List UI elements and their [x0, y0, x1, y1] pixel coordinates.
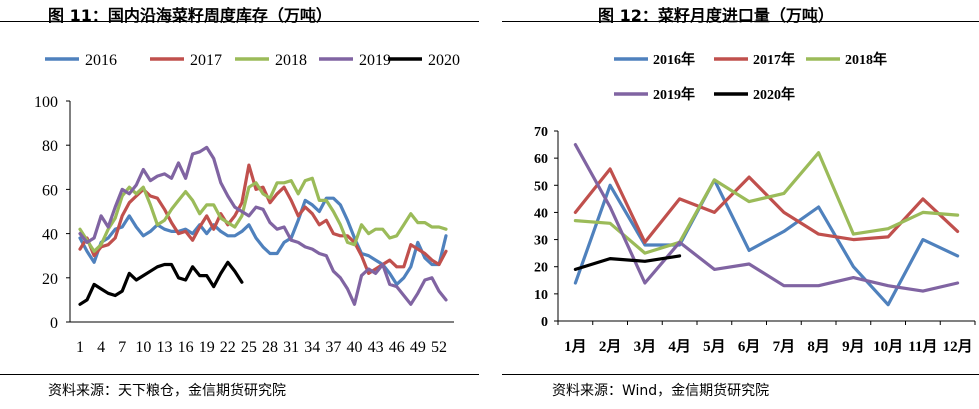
source-rule-right — [502, 374, 979, 375]
y-tick-label-2: 70 — [534, 125, 548, 140]
y-tick-label-1: 0 — [50, 315, 58, 332]
y-tick-label-1: 60 — [42, 182, 58, 199]
chart-title-left: 图 11：国内沿海菜籽周度库存（万吨） — [48, 6, 332, 25]
x-tick-label-1: 31 — [283, 339, 299, 356]
x-tick-label-2: 1月 — [564, 338, 587, 355]
y-tick-label-2: 50 — [534, 179, 548, 194]
series-line-2019 — [78, 145, 448, 306]
y-tick-label-1: 80 — [42, 138, 58, 155]
x-tick-label-1: 46 — [389, 339, 405, 356]
x-tick-label-1: 34 — [304, 339, 320, 356]
series-line-2019年 — [573, 143, 960, 293]
x-tick-label-1: 43 — [368, 339, 384, 356]
x-tick-label-1: 28 — [262, 339, 278, 356]
x-tick-label-1: 10 — [135, 339, 151, 356]
x-tick-label-1: 13 — [156, 339, 172, 356]
legend-label-2018年: 2018年 — [845, 51, 887, 68]
y-tick-label-2: 20 — [534, 261, 548, 276]
source-rule-left — [0, 374, 479, 375]
x-tick-label-1: 52 — [431, 339, 447, 356]
y-tick-label-1: 40 — [42, 227, 58, 244]
legend-label-2019: 2019 — [359, 52, 391, 69]
legend-label-2016: 2016 — [85, 52, 117, 69]
y-tick-label-2: 40 — [534, 206, 548, 221]
series-line-2016年 — [573, 178, 960, 307]
x-tick-label-1: 4 — [97, 339, 105, 356]
x-tick-label-1: 19 — [199, 339, 215, 356]
x-tick-label-2: 10月 — [873, 338, 903, 355]
legend-label-2017: 2017 — [190, 52, 222, 69]
x-tick-label-1: 40 — [347, 339, 363, 356]
x-tick-label-2: 4月 — [668, 338, 691, 355]
x-tick-label-1: 7 — [118, 339, 126, 356]
series-line-2017年 — [573, 167, 960, 244]
legend-label-2020: 2020 — [428, 52, 460, 69]
source-right: 资料来源：Wind，金信期货研究院 — [552, 383, 770, 399]
x-tick-label-1: 49 — [410, 339, 426, 356]
y-tick-label-1: 100 — [34, 94, 58, 111]
x-tick-label-1: 22 — [220, 339, 236, 356]
y-tick-label-1: 20 — [42, 271, 58, 288]
legend-label-2019年: 2019年 — [653, 86, 695, 103]
chart-title-right: 图 12：菜籽月度进口量（万吨） — [598, 6, 834, 25]
y-tick-label-2: 60 — [534, 152, 548, 167]
x-tick-label-2: 5月 — [703, 338, 726, 355]
legend-label-2017年: 2017年 — [753, 51, 795, 68]
x-tick-label-2: 8月 — [807, 338, 830, 355]
x-tick-label-2: 3月 — [634, 338, 657, 355]
source-left: 资料来源：天下粮仓，金信期货研究院 — [48, 383, 286, 399]
legend-label-2018: 2018 — [275, 52, 307, 69]
legend-label-2016年: 2016年 — [653, 51, 695, 68]
legend-label-2020年: 2020年 — [753, 86, 795, 103]
y-tick-label-2: 0 — [541, 315, 548, 330]
x-tick-label-2: 6月 — [738, 338, 761, 355]
series-line-2020 — [78, 260, 244, 306]
series-line-2018 — [78, 176, 448, 253]
x-tick-label-1: 25 — [241, 339, 257, 356]
title-rule-left — [0, 21, 479, 22]
x-tick-label-1: 1 — [76, 339, 84, 356]
x-tick-label-1: 16 — [178, 339, 194, 356]
series-line-2018年 — [573, 151, 960, 255]
x-tick-label-2: 11月 — [908, 338, 937, 355]
x-tick-label-2: 9月 — [842, 338, 865, 355]
x-tick-label-1: 37 — [325, 339, 341, 356]
x-tick-label-2: 2月 — [599, 338, 622, 355]
series-line-2020年 — [573, 254, 682, 271]
title-rule-right — [502, 21, 979, 22]
y-tick-label-2: 30 — [534, 234, 548, 249]
x-tick-label-2: 12月 — [943, 338, 973, 355]
y-tick-label-2: 10 — [534, 288, 548, 303]
x-tick-label-2: 7月 — [773, 338, 796, 355]
series-line-2017 — [78, 163, 448, 275]
